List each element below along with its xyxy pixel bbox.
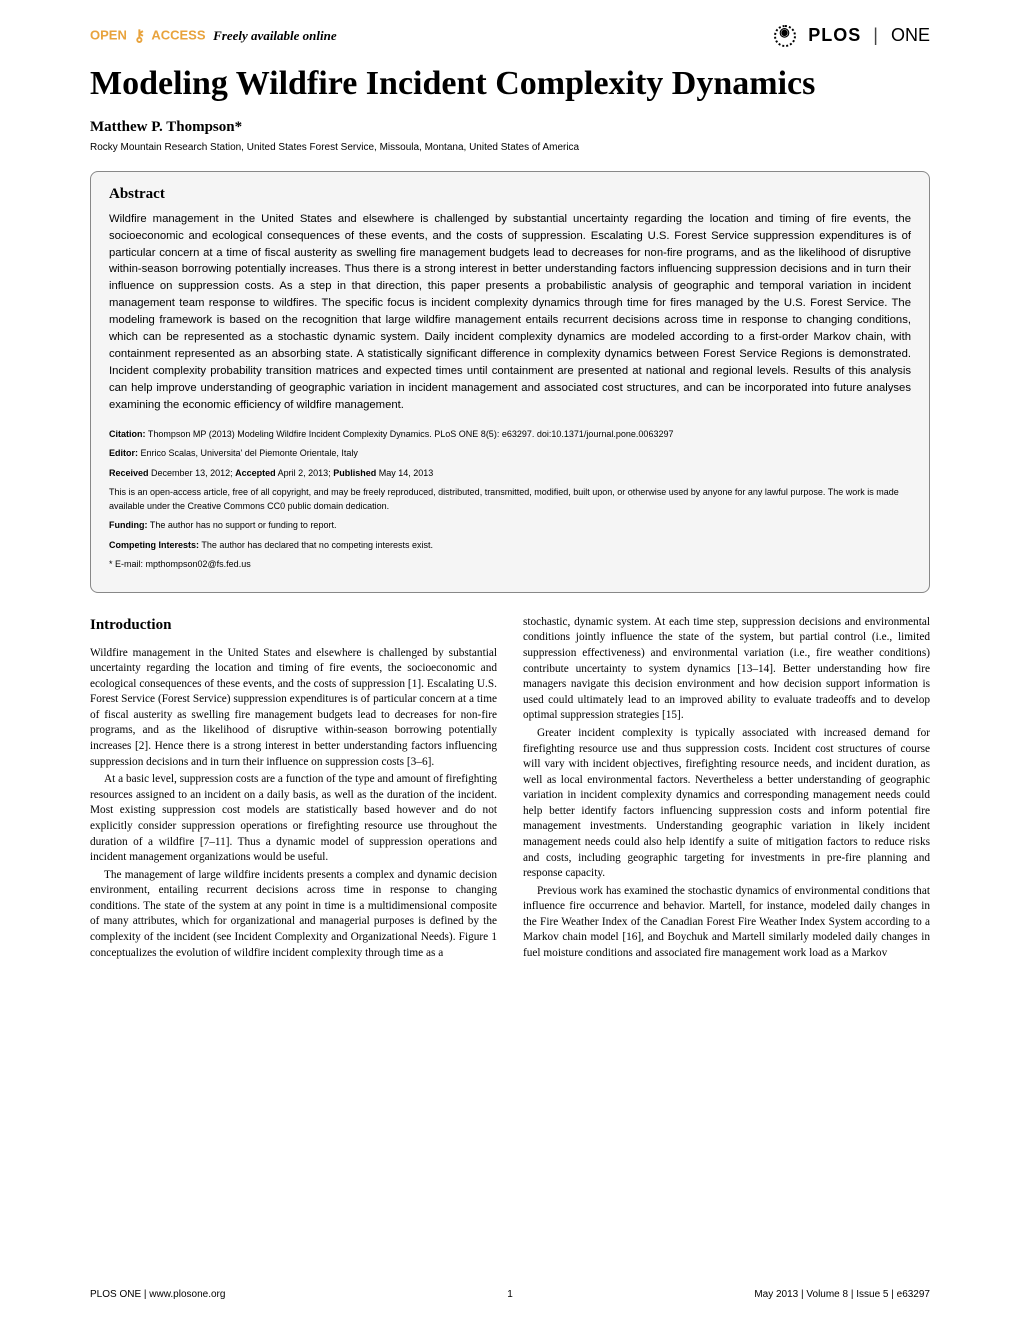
footer-right: May 2013 | Volume 8 | Issue 5 | e63297: [754, 1289, 930, 1300]
intro-p1: Wildfire management in the United States…: [90, 646, 497, 771]
competing-label: Competing Interests:: [109, 540, 199, 550]
received-label: Received: [109, 468, 149, 478]
intro-p4: stochastic, dynamic system. At each time…: [523, 615, 930, 724]
footer-page-number: 1: [507, 1289, 513, 1300]
abstract-text: Wildfire management in the United States…: [109, 211, 911, 414]
editor-label: Editor:: [109, 448, 138, 458]
lock-icon: ⚷: [133, 26, 145, 46]
logo-divider: |: [873, 25, 879, 45]
intro-p3: The management of large wildfire inciden…: [90, 868, 497, 961]
open-access-access: ACCESS: [151, 28, 205, 43]
competing-line: Competing Interests: The author has decl…: [109, 539, 911, 553]
open-access-badge: OPEN ⚷ ACCESS Freely available online: [90, 26, 337, 46]
published-date: May 14, 2013: [379, 468, 434, 478]
dates-line: Received December 13, 2012; Accepted Apr…: [109, 467, 911, 481]
article-title: Modeling Wildfire Incident Complexity Dy…: [90, 65, 930, 102]
open-access-open: OPEN: [90, 28, 127, 43]
intro-p2: At a basic level, suppression costs are …: [90, 772, 497, 865]
license-line: This is an open-access article, free of …: [109, 486, 911, 513]
abstract-box: Abstract Wildfire management in the Unit…: [90, 171, 930, 593]
column-left: Introduction Wildfire management in the …: [90, 615, 497, 964]
funding-line: Funding: The author has no support or fu…: [109, 519, 911, 533]
email-line: * E-mail: mpthompson02@fs.fed.us: [109, 558, 911, 572]
author-name: Matthew P. Thompson*: [90, 119, 930, 136]
journal-plos: PLOS: [808, 25, 861, 45]
page-footer: PLOS ONE | www.plosone.org 1 May 2013 | …: [90, 1289, 930, 1300]
body-columns: Introduction Wildfire management in the …: [90, 615, 930, 964]
page-header: OPEN ⚷ ACCESS Freely available online PL…: [90, 25, 930, 47]
editor-line: Editor: Enrico Scalas, Universita' del P…: [109, 447, 911, 461]
citation-line: Citation: Thompson MP (2013) Modeling Wi…: [109, 428, 911, 442]
introduction-heading: Introduction: [90, 615, 497, 636]
footer-left: PLOS ONE | www.plosone.org: [90, 1289, 225, 1300]
accepted-date: April 2, 2013;: [278, 468, 331, 478]
abstract-heading: Abstract: [109, 186, 911, 203]
published-label: Published: [333, 468, 376, 478]
open-access-tagline: Freely available online: [213, 28, 336, 43]
intro-p6: Previous work has examined the stochasti…: [523, 884, 930, 962]
column-right: stochastic, dynamic system. At each time…: [523, 615, 930, 964]
plos-circle-icon: [774, 25, 796, 47]
citation-text: Thompson MP (2013) Modeling Wildfire Inc…: [148, 429, 674, 439]
accepted-label: Accepted: [235, 468, 276, 478]
intro-p5: Greater incident complexity is typically…: [523, 726, 930, 882]
funding-label: Funding:: [109, 520, 147, 530]
received-date: December 13, 2012;: [151, 468, 233, 478]
editor-text: Enrico Scalas, Universita' del Piemonte …: [141, 448, 358, 458]
journal-one: ONE: [891, 25, 930, 45]
citation-label: Citation:: [109, 429, 146, 439]
author-affiliation: Rocky Mountain Research Station, United …: [90, 142, 930, 153]
competing-text: The author has declared that no competin…: [201, 540, 433, 550]
funding-text: The author has no support or funding to …: [150, 520, 337, 530]
journal-logo: PLOS | ONE: [774, 25, 930, 47]
